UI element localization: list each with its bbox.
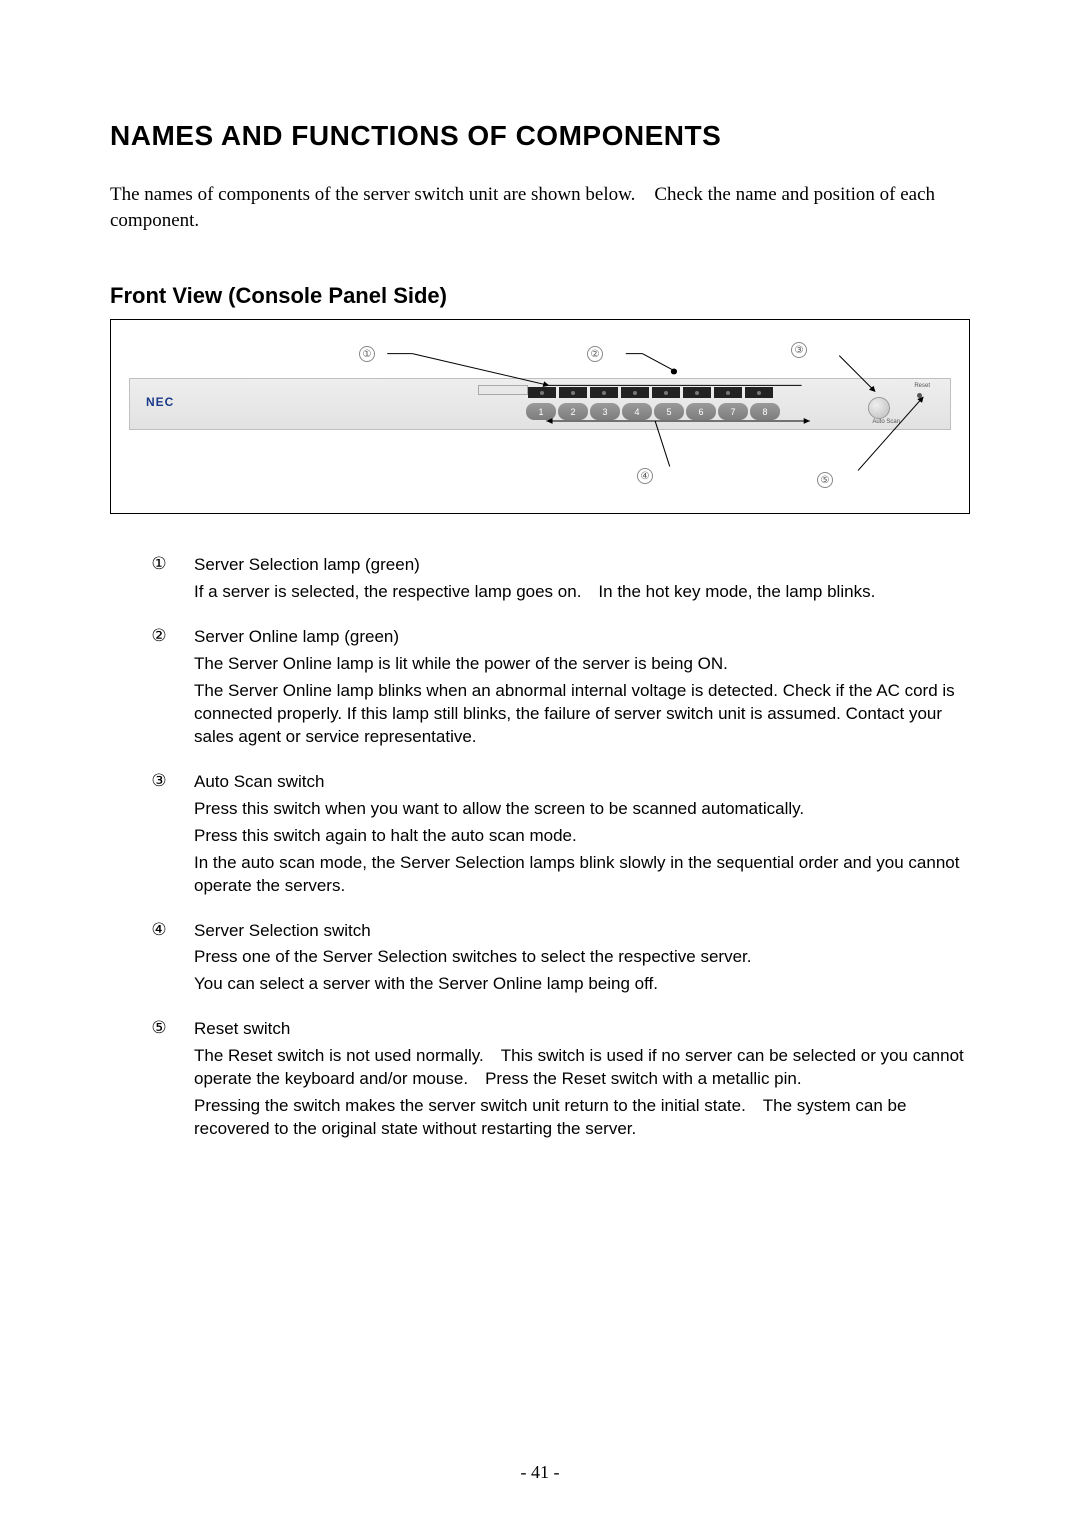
- selection-switch: 6: [686, 403, 716, 420]
- autoscan-button: [868, 397, 890, 419]
- selection-switch: 7: [718, 403, 748, 420]
- reset-label: Reset: [914, 383, 930, 389]
- item-body: Server Selection switch Press one of the…: [194, 920, 970, 1001]
- item-para: The Server Online lamp blinks when an ab…: [194, 680, 970, 749]
- online-lamp: [652, 387, 680, 398]
- item-para: If a server is selected, the respective …: [194, 581, 970, 604]
- item-para: You can select a server with the Server …: [194, 973, 970, 996]
- list-item: ④ Server Selection switch Press one of t…: [148, 920, 970, 1001]
- intro-text: The names of components of the server sw…: [110, 182, 970, 233]
- online-lamp: [621, 387, 649, 398]
- item-number: ①: [148, 554, 170, 608]
- item-number: ③: [148, 771, 170, 902]
- item-body: Reset switch The Reset switch is not use…: [194, 1018, 970, 1145]
- online-lamp: [714, 387, 742, 398]
- item-body: Server Online lamp (green) The Server On…: [194, 626, 970, 753]
- item-para: The Server Online lamp is lit while the …: [194, 653, 970, 676]
- item-number: ②: [148, 626, 170, 753]
- list-item: ② Server Online lamp (green) The Server …: [148, 626, 970, 753]
- callout-3: ③: [791, 342, 807, 358]
- item-name: Server Selection lamp (green): [194, 554, 970, 577]
- online-lamp-row: [528, 387, 773, 398]
- page: NAMES AND FUNCTIONS OF COMPONENTS The na…: [0, 0, 1080, 1528]
- autoscan-label: Auto Scan: [872, 419, 900, 425]
- item-name: Server Online lamp (green): [194, 626, 970, 649]
- item-number: ⑤: [148, 1018, 170, 1145]
- online-lamp: [528, 387, 556, 398]
- reset-hole: [917, 393, 922, 398]
- item-para: Press this switch again to halt the auto…: [194, 825, 970, 848]
- item-para: In the auto scan mode, the Server Select…: [194, 852, 970, 898]
- list-item: ① Server Selection lamp (green) If a ser…: [148, 554, 970, 608]
- callout-5: ⑤: [817, 472, 833, 488]
- front-view-diagram: NEC 1 2 3 4 5 6 7 8: [110, 319, 970, 514]
- callout-2: ②: [587, 346, 603, 362]
- list-item: ③ Auto Scan switch Press this switch whe…: [148, 771, 970, 902]
- selection-switch-row: 1 2 3 4 5 6 7 8: [526, 403, 780, 420]
- item-para: The Reset switch is not used normally. T…: [194, 1045, 970, 1091]
- online-lamp: [559, 387, 587, 398]
- item-para: Press one of the Server Selection switch…: [194, 946, 970, 969]
- online-lamp: [745, 387, 773, 398]
- selection-switch: 3: [590, 403, 620, 420]
- selection-switch: 8: [750, 403, 780, 420]
- item-body: Auto Scan switch Press this switch when …: [194, 771, 970, 902]
- component-list: ① Server Selection lamp (green) If a ser…: [110, 554, 970, 1145]
- page-title: NAMES AND FUNCTIONS OF COMPONENTS: [110, 120, 970, 152]
- item-number: ④: [148, 920, 170, 1001]
- item-para: Press this switch when you want to allow…: [194, 798, 970, 821]
- item-name: Auto Scan switch: [194, 771, 970, 794]
- page-number: - 41 -: [0, 1462, 1080, 1483]
- item-name: Reset switch: [194, 1018, 970, 1041]
- online-lamp: [683, 387, 711, 398]
- device-panel: NEC 1 2 3 4 5 6 7 8: [129, 378, 951, 430]
- list-item: ⑤ Reset switch The Reset switch is not u…: [148, 1018, 970, 1145]
- callout-1: ①: [359, 346, 375, 362]
- item-body: Server Selection lamp (green) If a serve…: [194, 554, 970, 608]
- selection-switch: 4: [622, 403, 652, 420]
- online-lamp: [590, 387, 618, 398]
- slot-area: [478, 385, 528, 395]
- item-name: Server Selection switch: [194, 920, 970, 943]
- selection-switch: 1: [526, 403, 556, 420]
- selection-switch: 2: [558, 403, 588, 420]
- callout-4: ④: [637, 468, 653, 484]
- item-para: Pressing the switch makes the server swi…: [194, 1095, 970, 1141]
- brand-logo: NEC: [146, 395, 174, 409]
- section-subtitle: Front View (Console Panel Side): [110, 283, 970, 309]
- selection-switch: 5: [654, 403, 684, 420]
